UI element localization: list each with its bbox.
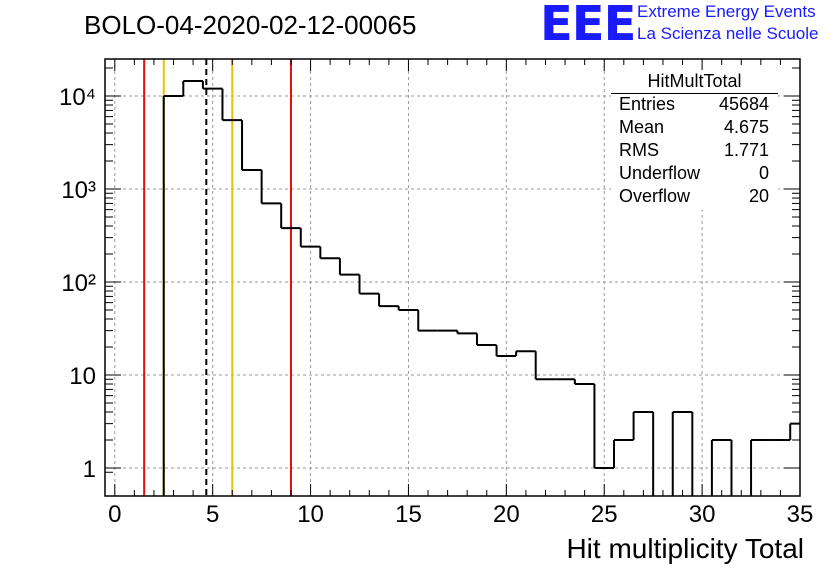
stat-label: Underflow [619,163,701,183]
x-tick-label: 20 [493,501,520,528]
logo-line-1: Extreme Energy Events [637,2,816,21]
y-tick-label: 1 [83,456,96,483]
stat-value: 45684 [718,94,769,114]
marker-lines [143,59,292,496]
x-tick-label: 5 [206,501,219,528]
stats-title: HitMultTotal [611,70,778,94]
y-tick-label: 10³ [61,177,96,204]
plot-frame [104,58,801,497]
y-tick-label: 10 [69,363,96,390]
histogram-layer [162,80,800,496]
stat-label: Entries [619,94,676,114]
x-tick-label: 30 [689,501,716,528]
stat-value: 0 [758,163,769,183]
tick-layer [105,59,801,496]
logo-line-2: La Scienza nelle Scuole [637,24,819,43]
x-tick-label: 0 [108,501,121,528]
stat-row-rms: RMS 1.771 [619,140,769,163]
stat-row-entries: Entries 45684 [619,94,769,117]
x-tick-label: 35 [787,501,814,528]
y-tick-label: 10⁴ [59,84,96,111]
stat-value: 1.771 [723,140,769,160]
stat-label: RMS [619,140,659,160]
x-tick-label: 10 [297,501,324,528]
stat-row-underflow: Underflow 0 [619,163,769,186]
stat-label: Mean [619,117,665,137]
stat-label: Overflow [619,186,691,206]
stats-box: HitMultTotal Entries 45684 Mean 4.675 RM… [611,70,778,210]
x-axis-label: Hit multiplicity Total [566,533,804,564]
tick-labels: 0 5 10 15 20 25 30 35 1 10 10² 10³ 10⁴ [59,84,813,528]
stat-row-mean: Mean 4.675 [619,117,769,140]
stat-value: 4.675 [723,117,769,137]
plot-title: BOLO-04-2020-02-12-00065 [84,10,417,40]
stat-value: 20 [748,186,769,206]
y-tick-label: 10² [61,270,96,297]
x-tick-label: 25 [591,501,618,528]
x-tick-label: 15 [395,501,422,528]
stat-row-overflow: Overflow 20 [619,186,769,209]
logo-mark: EEE [540,0,636,52]
